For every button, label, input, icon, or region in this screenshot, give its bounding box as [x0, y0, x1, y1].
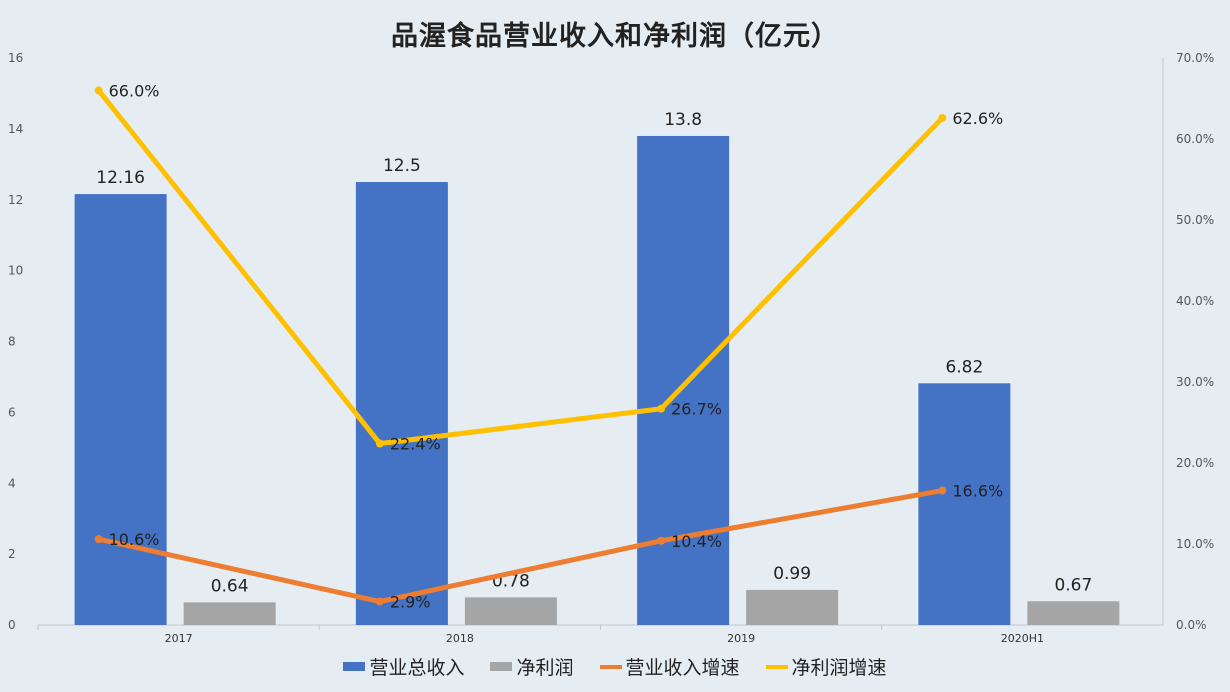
legend-swatch	[765, 664, 788, 669]
legend: 营业总收入 净利润 营业收入增速 净利润增速	[0, 653, 1230, 680]
y-right-tick-label: 30.0%	[1176, 375, 1214, 389]
legend-label: 营业总收入	[369, 657, 465, 679]
line-point	[657, 536, 666, 545]
legend-item: 营业收入增速	[599, 653, 740, 680]
y-left-tick-label: 10	[8, 264, 23, 278]
bar-revenue	[74, 194, 167, 625]
line-point	[94, 535, 103, 544]
legend-item: 净利润增速	[765, 653, 887, 680]
legend-label: 净利润增速	[791, 657, 887, 679]
y-right-tick-label: 0.0%	[1176, 618, 1207, 632]
line-point	[375, 597, 384, 606]
legend-swatch	[599, 664, 622, 669]
y-left-tick-label: 6	[8, 405, 16, 419]
legend-swatch	[343, 662, 366, 671]
y-left-tick-label: 4	[8, 476, 16, 490]
bar-net-profit	[1027, 601, 1120, 625]
bar-data-label: 0.99	[773, 564, 811, 584]
line-data-label: 2.9%	[390, 593, 431, 612]
y-left-tick-label: 0	[8, 618, 16, 632]
x-tick-label: 2019	[727, 632, 755, 645]
x-tick-label: 2018	[446, 632, 474, 645]
bar-revenue	[637, 135, 730, 625]
bar-net-profit	[746, 589, 839, 625]
revenue-growth-line	[96, 488, 945, 605]
line-data-label: 26.7%	[671, 400, 722, 419]
y-left-tick-label: 16	[8, 51, 23, 65]
line-data-label: 16.6%	[952, 482, 1003, 501]
legend-item: 净利润	[490, 653, 574, 680]
y-right-tick-label: 60.0%	[1176, 132, 1214, 146]
bar-revenue	[918, 383, 1011, 625]
bar-net-profit	[183, 602, 276, 625]
x-tick-label: 2020H1	[1001, 632, 1044, 645]
y-right-tick-label: 10.0%	[1176, 537, 1214, 551]
line-data-label: 10.4%	[671, 532, 722, 551]
y-right-tick-label: 40.0%	[1176, 294, 1214, 308]
legend-label: 净利润	[516, 657, 574, 679]
line-data-label: 62.6%	[952, 109, 1003, 128]
y-right-tick-label: 50.0%	[1176, 213, 1214, 227]
bar-data-label: 12.5	[383, 156, 421, 176]
y-right-tick-label: 20.0%	[1176, 456, 1214, 470]
bar-data-label: 13.8	[664, 110, 702, 130]
line-point	[657, 404, 666, 413]
y-left-tick-label: 14	[8, 122, 23, 136]
bar-data-label: 6.82	[945, 357, 983, 377]
legend-swatch	[490, 662, 513, 671]
x-tick-label: 2017	[165, 632, 193, 645]
y-left-tick-label: 12	[8, 193, 23, 207]
profit-growth-line	[96, 87, 945, 447]
y-left-tick-label: 8	[8, 335, 16, 349]
chart-title: 品渥食品营业收入和净利润（亿元）	[391, 21, 839, 52]
bar-data-label: 0.67	[1054, 575, 1092, 595]
line-point	[94, 86, 103, 95]
line-data-label: 10.6%	[109, 530, 160, 549]
line-data-label: 22.4%	[390, 435, 441, 454]
legend-label: 营业收入增速	[625, 657, 740, 679]
line-point	[938, 486, 947, 495]
bar-net-profit	[464, 597, 557, 625]
line-point	[375, 439, 384, 448]
legend-item: 营业总收入	[343, 653, 464, 680]
y-left-tick-label: 2	[8, 547, 16, 561]
y-right-tick-label: 70.0%	[1176, 51, 1214, 65]
line-point	[938, 113, 947, 122]
bar-data-label: 12.16	[96, 168, 145, 188]
line-data-label: 66.0%	[109, 81, 160, 100]
bar-data-label: 0.64	[211, 576, 249, 596]
bar-revenue	[355, 182, 448, 625]
